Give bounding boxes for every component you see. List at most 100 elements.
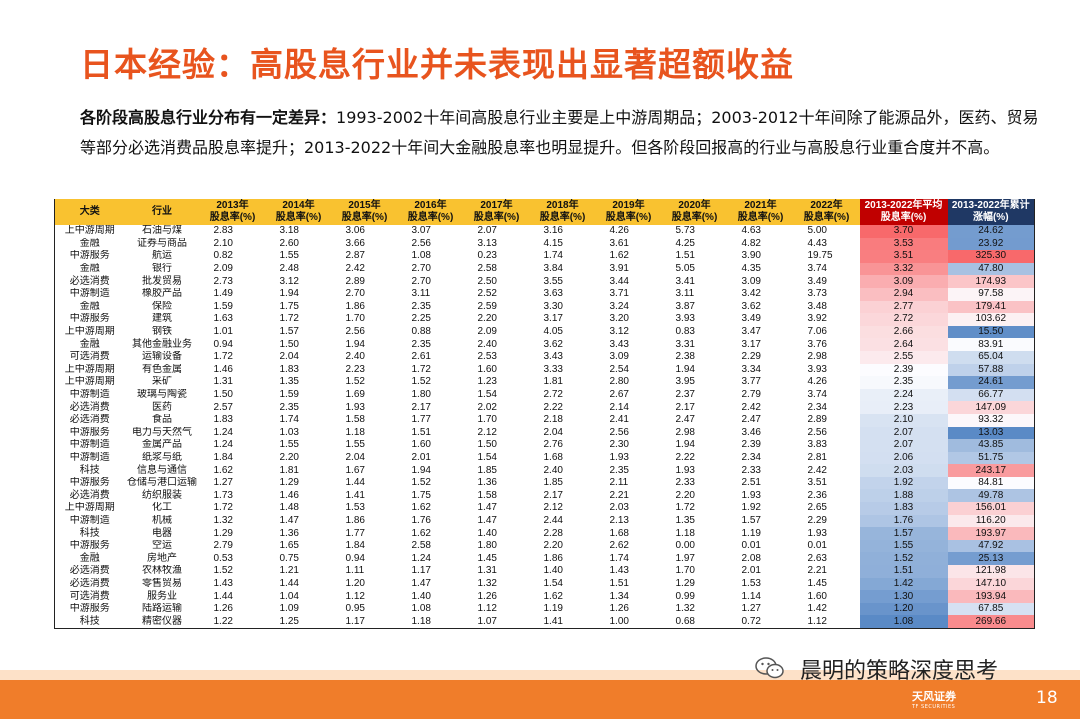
value-cell: 2.56 (807, 426, 827, 438)
value-cell: 3.11 (675, 288, 695, 300)
value-cell: 2.35 (411, 300, 431, 312)
value-cell: 2.07 (859, 426, 948, 440)
value-cell: 4.05 (543, 326, 563, 338)
value-cell: 179.41 (947, 300, 1035, 314)
value-cell: 2.33 (741, 464, 761, 476)
table-row: 必选消费 医药 2.57 2.35 1.93 2.17 2.02 2.22 2.14 2.17 2.… (55, 401, 1035, 414)
value-cell: 193.97 (947, 527, 1035, 540)
value-cell: 1.59 (213, 300, 233, 312)
value-cell: 3.90 (741, 250, 761, 262)
value-cell: 3.63 (543, 288, 563, 300)
value-cell: 3.62 (543, 338, 563, 350)
category-cell: 科技 (79, 615, 100, 627)
value-cell: 1.50 (213, 389, 233, 401)
table-row: 必选消费 零售贸易 1.43 1.44 1.20 1.47 1.32 1.54 1.51 1.29… (55, 577, 1035, 591)
table-row: 必选消费 食品 1.83 1.74 1.58 1.77 1.70 2.18 2.41 2.47 2.… (55, 413, 1035, 427)
value-cell: 156.01 (947, 502, 1035, 515)
value-cell: 1.94 (411, 464, 431, 476)
value-cell: 3.87 (675, 300, 695, 312)
value-cell: 2.61 (411, 351, 431, 363)
industry-cell: 石油与煤 (142, 225, 182, 237)
value-cell: 1.41 (543, 615, 563, 627)
table-row: 中游制造 机械 1.32 1.47 1.86 1.76 1.47 2.44 2.13 1.35 1.… (55, 514, 1035, 528)
value-cell: 1.77 (411, 414, 431, 426)
description-text: 1993-2002十年间高股息行业主要是上中游周期品；2003-2012十年间除… (80, 108, 1039, 157)
value-cell: 0.53 (213, 552, 233, 564)
category-cell: 中游制造 (69, 288, 110, 300)
value-cell: 0.23 (477, 250, 497, 262)
value-cell: 3.09 (609, 351, 629, 363)
value-cell: 2.59 (477, 300, 497, 312)
value-cell: 1.24 (213, 439, 233, 451)
value-cell: 2.24 (859, 388, 948, 402)
value-cell: 3.55 (543, 275, 563, 287)
value-cell: 3.66 (345, 237, 365, 249)
value-cell: 2.20 (279, 451, 299, 463)
value-cell: 1.29 (675, 577, 695, 589)
value-cell: 2.65 (807, 502, 827, 514)
value-cell: 121.98 (947, 565, 1035, 578)
value-cell: 1.51 (609, 577, 629, 589)
value-cell: 2.35 (279, 401, 299, 413)
value-cell: 0.94 (213, 338, 233, 350)
industry-cell: 化工 (152, 502, 172, 514)
value-cell: 2.03 (859, 464, 948, 477)
value-cell: 2.58 (411, 540, 431, 552)
value-cell: 4.43 (807, 237, 827, 249)
value-cell: 4.63 (741, 225, 761, 237)
value-cell: 2.77 (859, 300, 948, 314)
value-cell: 23.92 (947, 237, 1035, 251)
value-cell: 1.63 (213, 313, 233, 325)
value-cell: 1.85 (543, 477, 563, 489)
value-cell: 3.43 (543, 351, 563, 363)
value-cell: 3.74 (807, 263, 827, 275)
table-row: 中游服务 陆路运输 1.26 1.09 0.95 1.08 1.12 1.19 1.26 1.32… (55, 602, 1035, 616)
value-cell: 25.13 (947, 552, 1035, 566)
company-logo: 天风证券 TF SECURITIES (912, 688, 956, 710)
value-cell: 2.56 (345, 326, 365, 338)
value-cell: 19.75 (807, 250, 833, 262)
value-cell: 3.18 (279, 225, 299, 237)
value-cell: 2.40 (543, 464, 563, 476)
value-cell: 2.35 (411, 338, 431, 350)
value-cell: 1.69 (345, 389, 365, 401)
category-cell: 中游服务 (69, 477, 110, 489)
value-cell: 1.52 (411, 376, 431, 388)
table-row: 上中游周期 有色金属 1.46 1.83 2.23 1.72 1.60 3.33 2.54 1.9… (55, 363, 1035, 377)
value-cell: 93.32 (947, 413, 1035, 427)
value-cell: 24.61 (947, 376, 1035, 389)
value-cell: 2.47 (675, 414, 695, 426)
header-cell: 2020年 股息率(%) (661, 199, 728, 225)
value-cell: 1.52 (859, 552, 948, 566)
value-cell: 66.77 (947, 388, 1035, 402)
value-cell: 2.12 (477, 426, 497, 438)
logo-en: TF SECURITIES (912, 704, 956, 710)
value-cell: 3.93 (675, 313, 695, 325)
value-cell: 1.17 (411, 565, 431, 577)
value-cell: 3.06 (345, 225, 365, 237)
table-row: 金融 其他金融业务 0.94 1.50 1.94 2.35 2.40 3.62 3.43 3.31… (55, 338, 1035, 351)
table-row: 金融 银行 2.09 2.48 2.42 2.70 2.58 3.84 3.91 5.05 4.35… (55, 262, 1035, 276)
value-cell: 47.80 (947, 262, 1035, 276)
industry-cell: 玻璃与陶瓷 (137, 389, 187, 401)
value-cell: 0.68 (675, 615, 695, 627)
value-cell: 3.13 (477, 237, 497, 249)
industry-cell: 陆路运输 (142, 603, 182, 615)
value-cell: 1.72 (213, 502, 233, 514)
value-cell: 2.13 (609, 514, 629, 526)
industry-cell: 保险 (152, 300, 172, 312)
value-cell: 1.49 (213, 288, 233, 300)
category-cell: 上中游周期 (64, 326, 115, 338)
value-cell: 1.31 (213, 376, 233, 388)
value-cell: 2.58 (477, 263, 497, 275)
value-cell: 1.47 (477, 502, 497, 514)
value-cell: 1.55 (279, 250, 299, 262)
value-cell: 1.45 (807, 577, 827, 589)
value-cell: 1.19 (741, 527, 761, 539)
value-cell: 1.52 (411, 477, 431, 489)
value-cell: 0.72 (741, 615, 761, 627)
value-cell: 2.42 (345, 263, 365, 275)
industry-cell: 纺织服装 (142, 489, 182, 501)
value-cell: 1.52 (213, 565, 233, 577)
category-cell: 必选消费 (69, 275, 110, 287)
